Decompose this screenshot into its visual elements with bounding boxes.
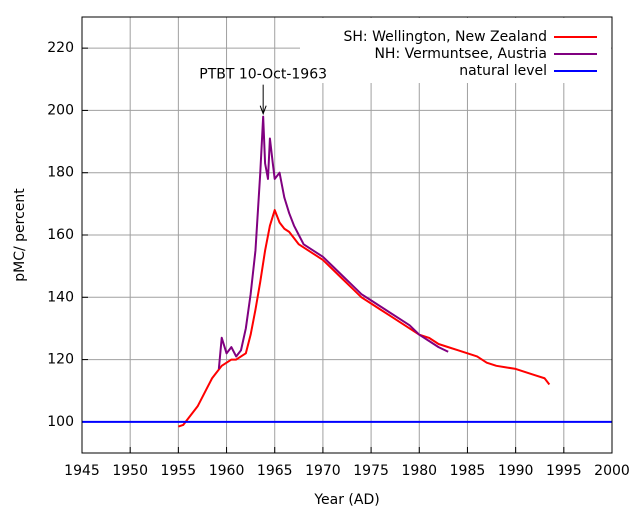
y-tick-label: 220 — [47, 40, 74, 56]
x-tick-label: 1970 — [305, 463, 341, 479]
x-tick-label: 2000 — [594, 463, 630, 479]
x-tick-label: 1985 — [450, 463, 486, 479]
legend-label: SH: Wellington, New Zealand — [344, 29, 547, 45]
x-tick-label: 1995 — [546, 463, 582, 479]
y-tick-label: 160 — [47, 227, 74, 243]
series-line — [217, 115, 449, 370]
legend-label: natural level — [459, 63, 547, 79]
y-tick-label: 180 — [47, 165, 74, 181]
y-tick-label: 200 — [47, 102, 74, 118]
x-tick-label: 1980 — [401, 463, 437, 479]
annotation-arrowhead — [259, 105, 267, 116]
y-tick-label: 120 — [47, 352, 74, 368]
x-tick-label: 1960 — [209, 463, 245, 479]
y-tick-label: 140 — [47, 289, 74, 305]
series-line — [178, 209, 551, 428]
y-axis-label: pMC/ percent — [12, 188, 28, 282]
legend-label: NH: Vermuntsee, Austria — [374, 46, 547, 62]
x-tick-label: 1975 — [353, 463, 389, 479]
x-tick-label: 1950 — [112, 463, 148, 479]
legend-background — [300, 18, 611, 83]
x-tick-label: 1945 — [64, 463, 100, 479]
x-axis-label: Year (AD) — [313, 492, 379, 508]
y-tick-label: 100 — [47, 414, 74, 430]
x-tick-label: 1990 — [498, 463, 534, 479]
plot-frame — [81, 16, 613, 454]
x-tick-label: 1955 — [161, 463, 197, 479]
x-tick-label: 1965 — [257, 463, 293, 479]
annotation: PTBT 10-Oct-1963 — [199, 67, 327, 83]
